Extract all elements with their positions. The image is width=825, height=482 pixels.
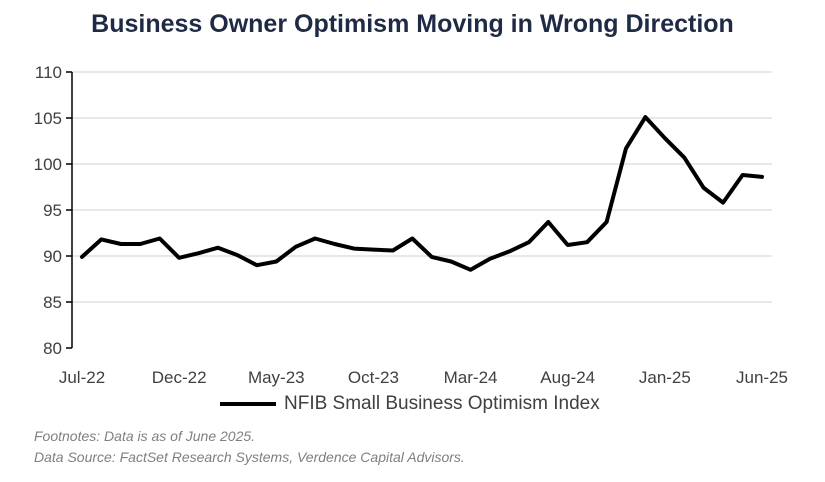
legend-swatch [220,402,276,406]
data-source: Data Source: FactSet Research Systems, V… [34,449,465,465]
y-tick-label-90: 90 [43,247,62,266]
x-tick-label-mar-24: Mar-24 [444,368,498,387]
y-axis-tick-labels: 80 85 90 95 100 105 110 [34,63,62,358]
legend: NFIB Small Business Optimism Index [220,392,600,416]
x-tick-label-jan-25: Jan-25 [639,368,691,387]
y-tick-label-110: 110 [35,63,62,82]
y-tick-label-105: 105 [34,109,62,128]
grid-lines [72,71,772,303]
x-tick-label-dec-22: Dec-22 [152,368,207,387]
footnote: Footnotes: Data is as of June 2025. [34,428,256,444]
y-tick-label-100: 100 [34,155,62,174]
y-tick-label-85: 85 [43,293,62,312]
x-tick-label-aug-24: Aug-24 [540,368,595,387]
y-axis-tick-marks [66,71,72,349]
legend-label: NFIB Small Business Optimism Index [284,393,600,414]
x-tick-label-jun-25: Jun-25 [736,368,788,387]
x-tick-label-jul-22: Jul-22 [59,368,105,387]
x-tick-label-may-23: May-23 [248,368,305,387]
x-tick-label-oct-23: Oct-23 [348,368,399,387]
y-tick-label-80: 80 [43,339,62,358]
series-line-nfib [80,115,764,272]
y-tick-label-95: 95 [43,201,62,220]
chart-title: Business Owner Optimism Moving in Wrong … [91,10,734,38]
x-axis-tick-labels: Jul-22 Dec-22 May-23 Oct-23 Mar-24 Aug-24 Jan-… [59,368,788,387]
